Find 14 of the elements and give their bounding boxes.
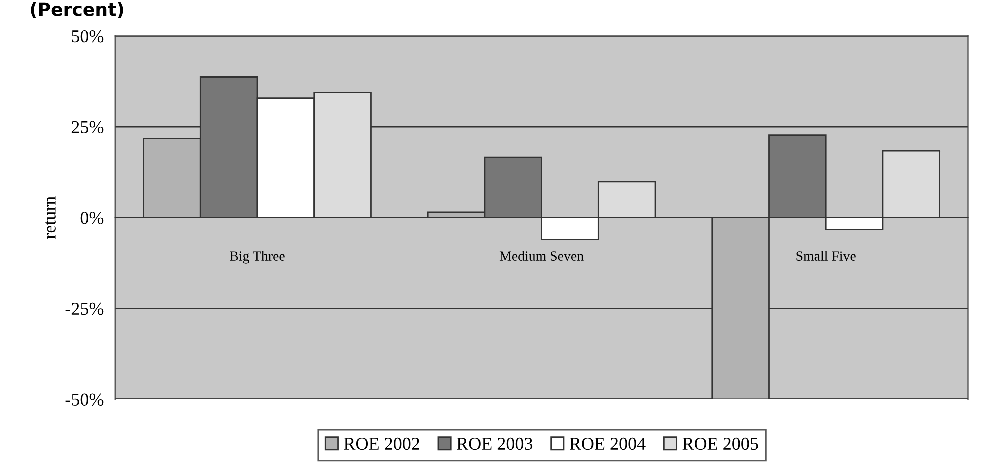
legend-label: ROE 2003 xyxy=(457,438,533,450)
y-tick-label: 25% xyxy=(72,121,104,134)
x-tick-label: Small Five xyxy=(796,251,856,261)
y-tick-label: -50% xyxy=(66,394,104,406)
chart-title: (Percent) xyxy=(31,2,124,18)
x-tick-label: Big Three xyxy=(230,251,285,264)
legend-label: ROE 2004 xyxy=(570,438,646,450)
legend-label: ROE 2002 xyxy=(344,438,420,450)
legend-label: ROE 2005 xyxy=(682,438,758,450)
y-tick-label: 0% xyxy=(80,212,104,224)
x-tick-label: Medium Seven xyxy=(500,251,584,261)
y-axis-title: return xyxy=(46,196,56,240)
y-tick-label: -25% xyxy=(66,302,104,316)
y-tick-label: 50% xyxy=(72,30,104,43)
